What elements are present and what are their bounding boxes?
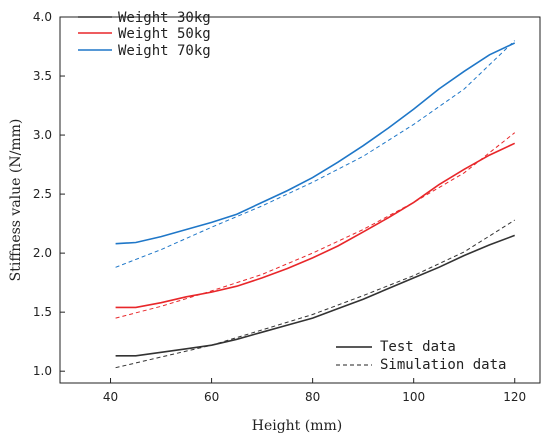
y-tick-label: 3.5 <box>33 69 52 83</box>
x-tick-label: 80 <box>305 390 320 404</box>
y-tick-label: 1.0 <box>33 364 52 378</box>
x-axis-title: Height (mm) <box>252 418 343 434</box>
y-tick-label: 4.0 <box>33 10 52 24</box>
series-test-line-2 <box>115 42 516 245</box>
style-legend-label-test: Test data <box>380 339 456 355</box>
x-tick-label: 100 <box>402 390 425 404</box>
style-legend: Test data Simulation data <box>336 339 506 373</box>
legend-label-50kg: Weight 50kg <box>118 26 211 42</box>
plot-frame <box>59 16 541 384</box>
legend-label-70kg: Weight 70kg <box>118 43 211 59</box>
x-tick-label: 40 <box>103 390 118 404</box>
series-test-line-1 <box>115 142 516 309</box>
x-tick-label: 60 <box>204 390 219 404</box>
x-tick-label: 120 <box>503 390 526 404</box>
y-tick-label: 3.0 <box>33 128 52 142</box>
y-tick-label: 2.0 <box>33 246 52 260</box>
y-axis-title: Stiffness value (N/mm) <box>8 119 24 282</box>
y-axis: 1.0 1.5 2.0 2.5 3.0 3.5 4.0 <box>33 10 65 378</box>
series-test-line-0 <box>115 234 515 357</box>
legend: Weight 30kg Weight 50kg Weight 70kg <box>78 10 211 59</box>
legend-label-30kg: Weight 30kg <box>118 10 211 26</box>
series-layer <box>115 40 516 369</box>
y-tick-label: 1.5 <box>33 305 52 319</box>
y-tick-label: 2.5 <box>33 187 52 201</box>
series-simulation-line-0 <box>115 219 515 369</box>
style-legend-label-simulation: Simulation data <box>380 357 506 373</box>
x-axis: 40 60 80 100 120 <box>103 378 526 404</box>
series-simulation-line-2 <box>115 40 516 268</box>
series-simulation-line-1 <box>115 132 516 319</box>
